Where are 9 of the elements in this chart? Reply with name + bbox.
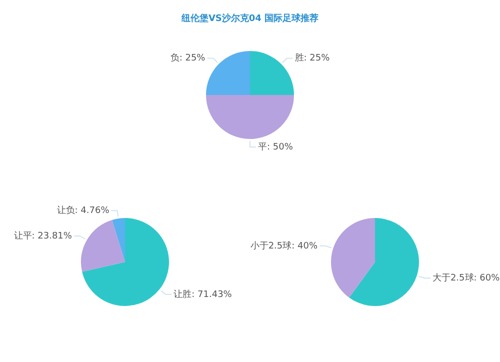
slice-label: 让胜: 71.43%: [174, 288, 232, 300]
slice-label: 小于2.5球: 40%: [250, 240, 318, 252]
slice-label: 让负: 4.76%: [56, 204, 110, 216]
slice-label: 胜: 25%: [294, 52, 330, 64]
chart-title: 纽伦堡VS沙尔克04 国际足球推荐: [180, 12, 320, 25]
slice-label: 平: 50%: [258, 142, 294, 152]
slice-label: 让平: 23.81%: [14, 230, 72, 242]
slice-label: 大于2.5球: 60%: [432, 272, 500, 284]
slice-label: 负: 25%: [170, 52, 206, 64]
